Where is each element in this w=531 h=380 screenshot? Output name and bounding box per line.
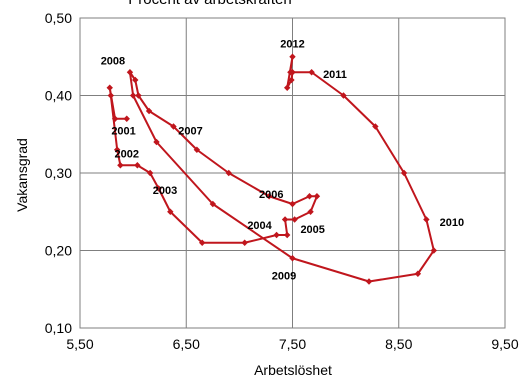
- data-point-marker: [170, 123, 177, 130]
- data-point-marker: [414, 270, 422, 277]
- data-point-marker: [132, 76, 139, 84]
- x-axis-ticks: 5,50 6,50 7,50 8,50 9,50: [66, 336, 518, 352]
- data-point-marker: [117, 162, 124, 169]
- data-point-marker: [289, 200, 296, 208]
- y-tick-label: 0,30: [45, 165, 72, 181]
- data-point-marker: [111, 115, 119, 122]
- year-label: 2001: [111, 125, 135, 137]
- series-group: [106, 53, 438, 285]
- data-point-marker: [123, 115, 130, 122]
- data-point-marker: [209, 200, 217, 208]
- data-point-marker: [289, 53, 296, 60]
- data-point-marker: [153, 138, 160, 146]
- data-point-marker: [106, 84, 113, 91]
- year-label: 2006: [259, 189, 283, 201]
- year-label: 2003: [153, 185, 177, 197]
- data-point-marker: [134, 162, 141, 169]
- y-tick-label: 0,20: [45, 243, 72, 259]
- data-point-marker: [365, 278, 373, 285]
- data-point-marker: [307, 208, 314, 215]
- year-label: 2011: [323, 69, 347, 81]
- data-point-marker: [400, 169, 408, 177]
- data-point-marker: [126, 69, 134, 76]
- data-point-marker: [306, 193, 313, 200]
- data-point-marker: [288, 76, 295, 84]
- data-point-marker: [281, 216, 289, 223]
- data-point-marker: [145, 107, 153, 115]
- x-tick-label: 9,50: [491, 336, 518, 352]
- year-label: 2005: [300, 224, 324, 236]
- y-axis-label: Vakansgrad: [14, 138, 30, 212]
- data-point-marker: [193, 146, 201, 153]
- data-point-marker: [313, 193, 321, 200]
- data-point-marker: [372, 123, 379, 130]
- data-point-marker: [107, 92, 115, 99]
- x-tick-label: 6,50: [173, 336, 200, 352]
- chart-title: Procent av arbetskraften: [0, 0, 420, 8]
- year-label: 2010: [440, 217, 464, 229]
- data-point-marker: [241, 239, 248, 246]
- data-point-marker: [135, 92, 142, 99]
- data-point-marker: [146, 169, 154, 177]
- data-point-marker: [283, 231, 291, 239]
- year-label: 2007: [178, 125, 202, 137]
- data-point-marker: [291, 216, 298, 223]
- y-tick-label: 0,10: [45, 320, 72, 336]
- x-tick-label: 8,50: [385, 336, 412, 352]
- data-point-marker: [225, 169, 232, 177]
- data-point-marker: [308, 69, 315, 76]
- data-point-marker: [430, 247, 438, 254]
- data-point-marker: [340, 92, 347, 99]
- series-line: [108, 55, 435, 283]
- data-point-marker: [287, 69, 294, 76]
- data-point-marker: [198, 239, 206, 246]
- data-point-marker: [155, 185, 162, 192]
- y-tick-label: 0,40: [45, 88, 72, 104]
- y-tick-label: 0,50: [45, 10, 72, 26]
- year-label: 2012: [280, 39, 304, 51]
- data-point-marker: [273, 231, 280, 239]
- x-axis-label: Arbetslöshet: [254, 362, 332, 378]
- year-label: 2009: [272, 270, 296, 282]
- year-label: 2002: [115, 149, 139, 161]
- x-tick-label: 5,50: [66, 336, 93, 352]
- data-point-marker: [283, 84, 291, 91]
- data-point-marker: [289, 255, 296, 262]
- data-point-marker: [167, 208, 174, 215]
- data-point-marker: [129, 92, 137, 99]
- plot-area-border: [79, 17, 506, 329]
- x-tick-label: 7,50: [279, 336, 306, 352]
- year-label: 2004: [247, 220, 272, 232]
- data-point-marker: [423, 216, 430, 223]
- y-axis-ticks: 0,10 0,20 0,30 0,40 0,50: [45, 10, 72, 336]
- year-label: 2008: [101, 56, 125, 68]
- data-point-marker: [113, 146, 121, 153]
- data-labels: 2008 2001 2002 2003 2007 2006 2004 2005 2009 2012…: [101, 39, 464, 283]
- data-point-marker: [265, 193, 273, 200]
